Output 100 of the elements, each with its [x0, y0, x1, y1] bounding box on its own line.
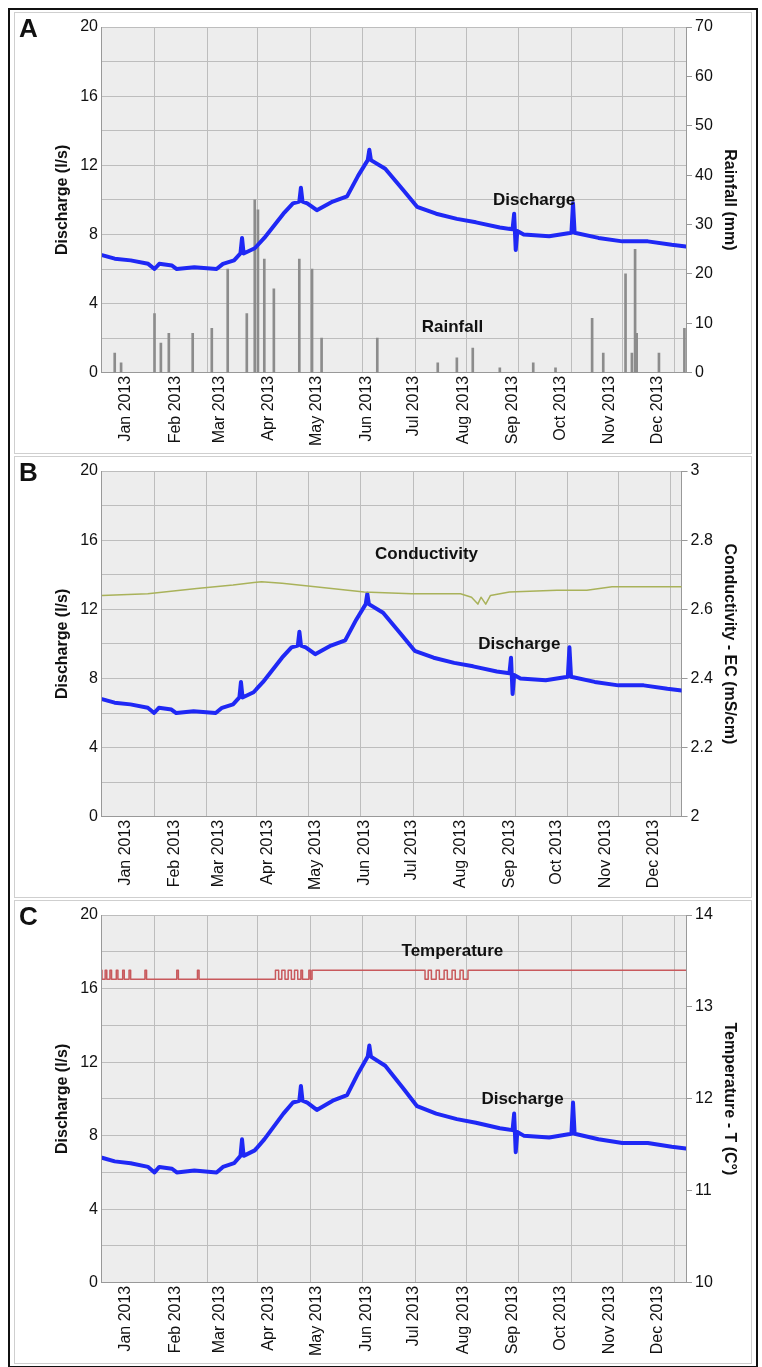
y2-axis-title: Rainfall (mm) [721, 149, 739, 251]
y-axis-title: Discharge (l/s) [53, 1043, 71, 1154]
x-tick-label: Jun 2013 [356, 1285, 374, 1352]
bar [226, 268, 230, 373]
y2-tick-label: 70 [695, 17, 713, 35]
x-tick-label: Dec 2013 [647, 1285, 665, 1355]
series-label: Rainfall [421, 317, 484, 337]
y2-tick-label: 11 [695, 1181, 712, 1199]
bar [210, 327, 214, 373]
x-tick-label: Feb 2013 [165, 819, 183, 888]
x-tick-label: May 2013 [305, 819, 323, 890]
x-tick-label: Apr 2013 [259, 375, 277, 441]
x-tick-label: Mar 2013 [210, 1285, 228, 1354]
y-tick-label: 8 [89, 668, 99, 686]
chart-title: A [19, 13, 38, 44]
y2-axis-title: Conductivity - EC (mS/cm) [721, 543, 739, 745]
x-tick-label: Aug 2013 [453, 375, 471, 445]
y-tick-label: 4 [89, 737, 99, 755]
x-tick-label: Jan 2013 [116, 819, 134, 886]
y-tick-label: 0 [89, 1273, 99, 1291]
x-tick-label: Nov 2013 [600, 375, 618, 445]
bar [601, 352, 605, 373]
bar [498, 367, 502, 373]
x-tick-label: May 2013 [307, 375, 325, 446]
bar [253, 199, 257, 373]
x-tick-label: Mar 2013 [209, 819, 227, 888]
y2-tick-label: 20 [695, 264, 713, 282]
bar [113, 352, 117, 373]
y-tick-label: 16 [80, 86, 99, 104]
y-tick-label: 8 [89, 224, 99, 242]
y-tick-label: 12 [80, 599, 99, 617]
y2-tick-label: 30 [695, 214, 713, 232]
x-tick-label: Jun 2013 [356, 375, 374, 442]
bar [531, 362, 535, 373]
y-axis-title: Discharge (l/s) [53, 588, 71, 699]
y2-tick-label: 14 [695, 905, 713, 923]
x-tick-label: Oct 2013 [550, 1285, 568, 1351]
x-tick-label: Sep 2013 [499, 819, 517, 889]
bar [436, 362, 440, 373]
series-label: Discharge [478, 633, 561, 653]
x-tick-label: Oct 2013 [547, 819, 565, 885]
x-tick-label: Oct 2013 [550, 375, 568, 441]
y-axis-title: Discharge (l/s) [53, 144, 71, 255]
x-tick-label: Apr 2013 [258, 819, 276, 885]
bar [297, 258, 301, 373]
x-tick-label: Aug 2013 [450, 819, 468, 889]
series-label: Discharge [493, 189, 576, 209]
y2-tick-label: 0 [695, 363, 704, 381]
x-tick-label: Feb 2013 [165, 1285, 183, 1354]
y-tick-label: 16 [80, 530, 99, 548]
x-tick-label: Feb 2013 [165, 375, 183, 444]
y2-tick-label: 2.2 [690, 737, 713, 755]
y2-tick-label: 10 [695, 1273, 713, 1291]
series-label: Discharge [481, 1088, 564, 1108]
y-tick-label: 20 [80, 461, 99, 479]
x-tick-label: Nov 2013 [596, 819, 614, 889]
bar [153, 313, 156, 373]
y2-tick-label: 60 [695, 66, 713, 84]
x-tick-label: Jan 2013 [116, 375, 134, 442]
y-tick-label: 8 [89, 1126, 99, 1144]
x-tick-label: Aug 2013 [453, 1285, 471, 1355]
y2-tick-label: 2 [690, 807, 700, 825]
x-tick-label: Jul 2013 [404, 375, 422, 437]
x-tick-label: Jun 2013 [354, 819, 372, 886]
bar [262, 258, 266, 373]
x-tick-label: Dec 2013 [647, 375, 665, 445]
y2-tick-label: 2.8 [690, 530, 713, 548]
x-tick-label: Mar 2013 [210, 375, 228, 444]
x-tick-label: Nov 2013 [600, 1285, 618, 1355]
y-tick-label: 12 [80, 1052, 99, 1070]
bar [375, 337, 379, 373]
y2-axis-title: Temperature - T (C°) [721, 1022, 739, 1176]
bar [471, 347, 475, 373]
bar [624, 273, 627, 373]
y2-tick-label: 12 [695, 1089, 713, 1107]
x-tick-label: Sep 2013 [502, 1285, 520, 1355]
series-label: Temperature [401, 941, 504, 961]
bar [245, 313, 249, 373]
bar [554, 367, 557, 373]
x-tick-label: May 2013 [307, 1285, 325, 1356]
y2-tick-label: 10 [695, 313, 713, 331]
x-tick-label: Jul 2013 [404, 1285, 422, 1347]
x-tick-label: Jan 2013 [116, 1285, 134, 1352]
y-tick-label: 4 [89, 1199, 99, 1217]
x-tick-label: Jul 2013 [401, 819, 419, 881]
y2-tick-label: 3 [690, 461, 700, 479]
y-tick-label: 4 [89, 293, 99, 311]
bar [683, 327, 686, 373]
y2-tick-label: 2.4 [690, 668, 713, 686]
series-label: Conductivity [375, 543, 479, 563]
y-tick-label: 20 [80, 17, 99, 35]
y-tick-label: 16 [80, 978, 99, 996]
y-tick-label: 20 [80, 905, 99, 923]
bar [191, 332, 195, 373]
y2-tick-label: 50 [695, 116, 713, 134]
y2-tick-label: 13 [695, 997, 713, 1015]
x-tick-label: Apr 2013 [259, 1285, 277, 1351]
bar [320, 337, 323, 373]
chart-title: B [19, 457, 38, 488]
y2-tick-label: 40 [695, 165, 713, 183]
